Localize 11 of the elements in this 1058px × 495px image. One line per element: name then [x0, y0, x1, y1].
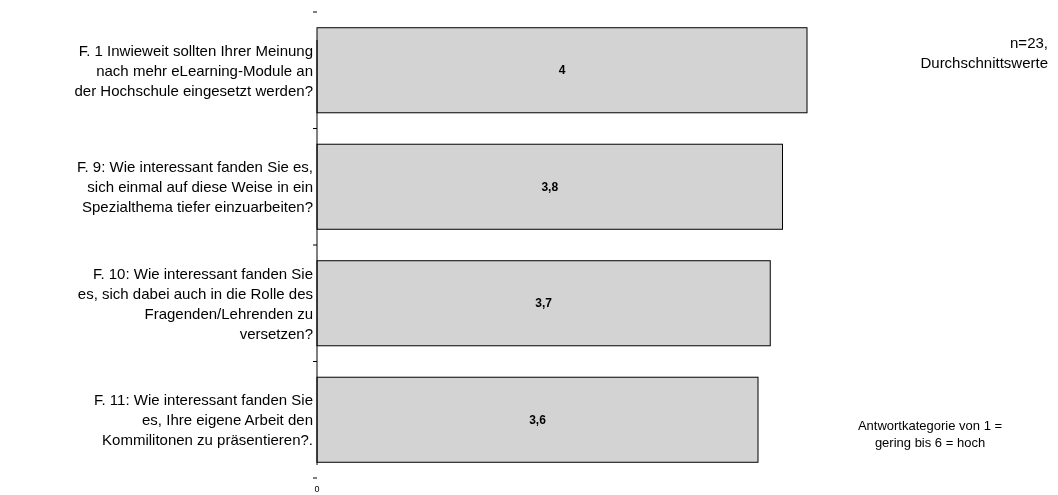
text: Antwortkategorie von 1 = gering bis 6 = hoch — [857, 418, 1003, 450]
text: n=23, Durchschnittswerte — [920, 34, 1048, 71]
text: 0 — [314, 484, 320, 494]
y-tick-label: F. 1 Inwieweit sollten Ihrer Meinung nach mehr eLearning-Module an der Hochschule eingesetzt werden? — [74, 41, 313, 99]
y-tick-label: F. 9: Wie interessant fanden Sie es, sich einmal auf diese Weise in ein Spezialthema tiefer einzuarbeiten? — [77, 158, 313, 215]
y-tick-label: F. 11: Wie interessant fanden Sie es, Ihre eigene Arbeit den Kommilitonen zu präsentieren?. — [93, 391, 313, 448]
y-tick-label: F. 10: Wie interessant fanden Sie es, sich dabei auch in die Rolle des Fragenden/Lehrenden zu versetzen? — [77, 264, 313, 342]
data-label: 3,6 — [529, 412, 547, 427]
data-label: 3,8 — [541, 179, 559, 194]
data-label: 3,7 — [535, 296, 553, 311]
data-label: 4 — [558, 63, 566, 78]
